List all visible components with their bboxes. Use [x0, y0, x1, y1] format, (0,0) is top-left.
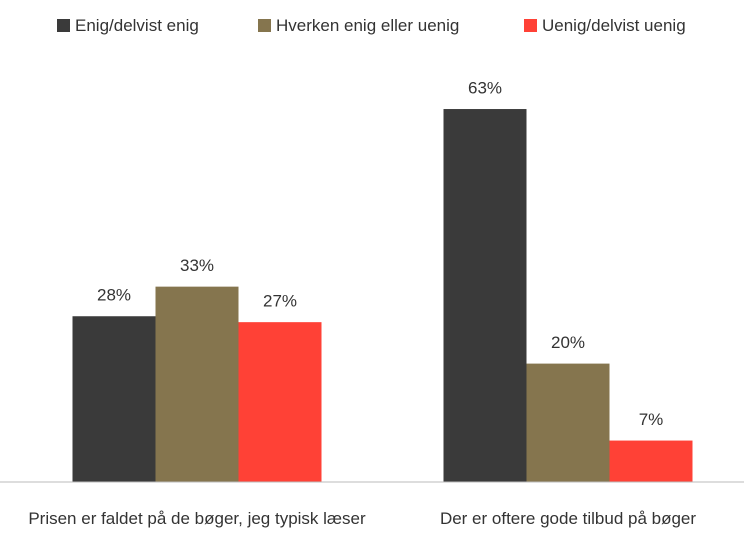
legend-label: Hverken enig eller uenig	[276, 16, 459, 35]
value-label: 63%	[468, 79, 502, 98]
bar	[443, 109, 527, 482]
legend-label: Uenig/delvist uenig	[542, 16, 686, 35]
bar	[155, 286, 239, 482]
category-label: Prisen er faldet på de bøger, jeg typisk…	[28, 509, 366, 528]
legend-swatch	[258, 19, 271, 32]
bar	[609, 440, 693, 482]
bar	[72, 316, 156, 482]
value-label: 33%	[180, 256, 214, 275]
legend-swatch	[524, 19, 537, 32]
value-label: 27%	[263, 292, 297, 311]
value-label: 20%	[551, 333, 585, 352]
bar	[526, 363, 610, 482]
legend-label: Enig/delvist enig	[75, 16, 199, 35]
category-label: Der er oftere gode tilbud på bøger	[439, 509, 697, 528]
legend-swatch	[57, 19, 70, 32]
value-label: 7%	[639, 410, 664, 429]
bar	[238, 322, 322, 482]
value-label: 28%	[97, 286, 131, 305]
